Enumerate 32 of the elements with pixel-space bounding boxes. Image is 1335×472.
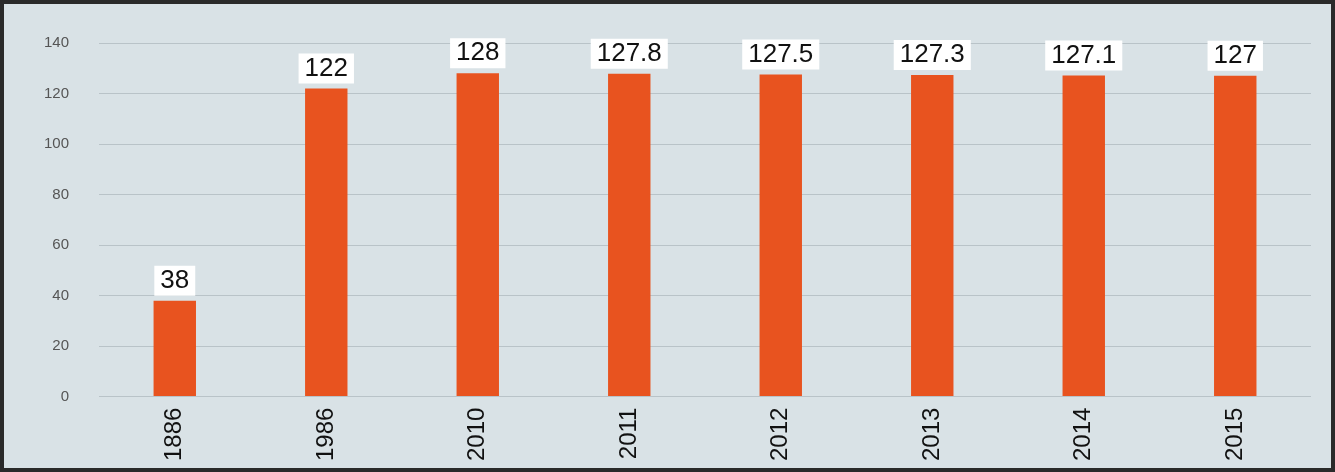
- data-label: 127.1: [1051, 38, 1117, 69]
- y-tick-label: 0: [60, 386, 70, 404]
- bar: [305, 88, 348, 397]
- y-tick-label: 20: [52, 336, 70, 354]
- bar: [608, 73, 651, 397]
- bar: [1062, 75, 1105, 397]
- x-tick-label: 2011: [613, 407, 641, 460]
- y-tick-label: 100: [44, 134, 70, 152]
- x-tick-label: 1986: [310, 407, 338, 461]
- x-tick-label: 2015: [1219, 407, 1247, 461]
- data-label: 127.5: [748, 37, 814, 68]
- bar: [911, 75, 954, 397]
- bar: [153, 300, 196, 397]
- data-label: 127.3: [899, 38, 965, 69]
- y-tick-label: 80: [52, 184, 70, 202]
- y-tick-label: 120: [44, 83, 70, 101]
- data-label: 127: [1213, 39, 1257, 70]
- data-label: 127.8: [596, 36, 662, 67]
- bar: [759, 74, 802, 397]
- bar: [1214, 75, 1257, 397]
- data-label: 38: [160, 263, 190, 294]
- x-tick-label: 2013: [916, 407, 944, 461]
- x-tick-label: 1886: [159, 407, 187, 461]
- data-label: 128: [456, 36, 500, 67]
- y-tick-label: 140: [44, 33, 70, 51]
- y-tick-label: 60: [52, 235, 70, 253]
- x-tick-label: 2014: [1068, 407, 1096, 461]
- y-tick-label: 40: [52, 285, 70, 303]
- bar: [456, 73, 499, 397]
- x-tick-label: 2010: [462, 407, 490, 461]
- data-label: 122: [304, 51, 348, 82]
- x-tick-label: 2012: [765, 407, 793, 461]
